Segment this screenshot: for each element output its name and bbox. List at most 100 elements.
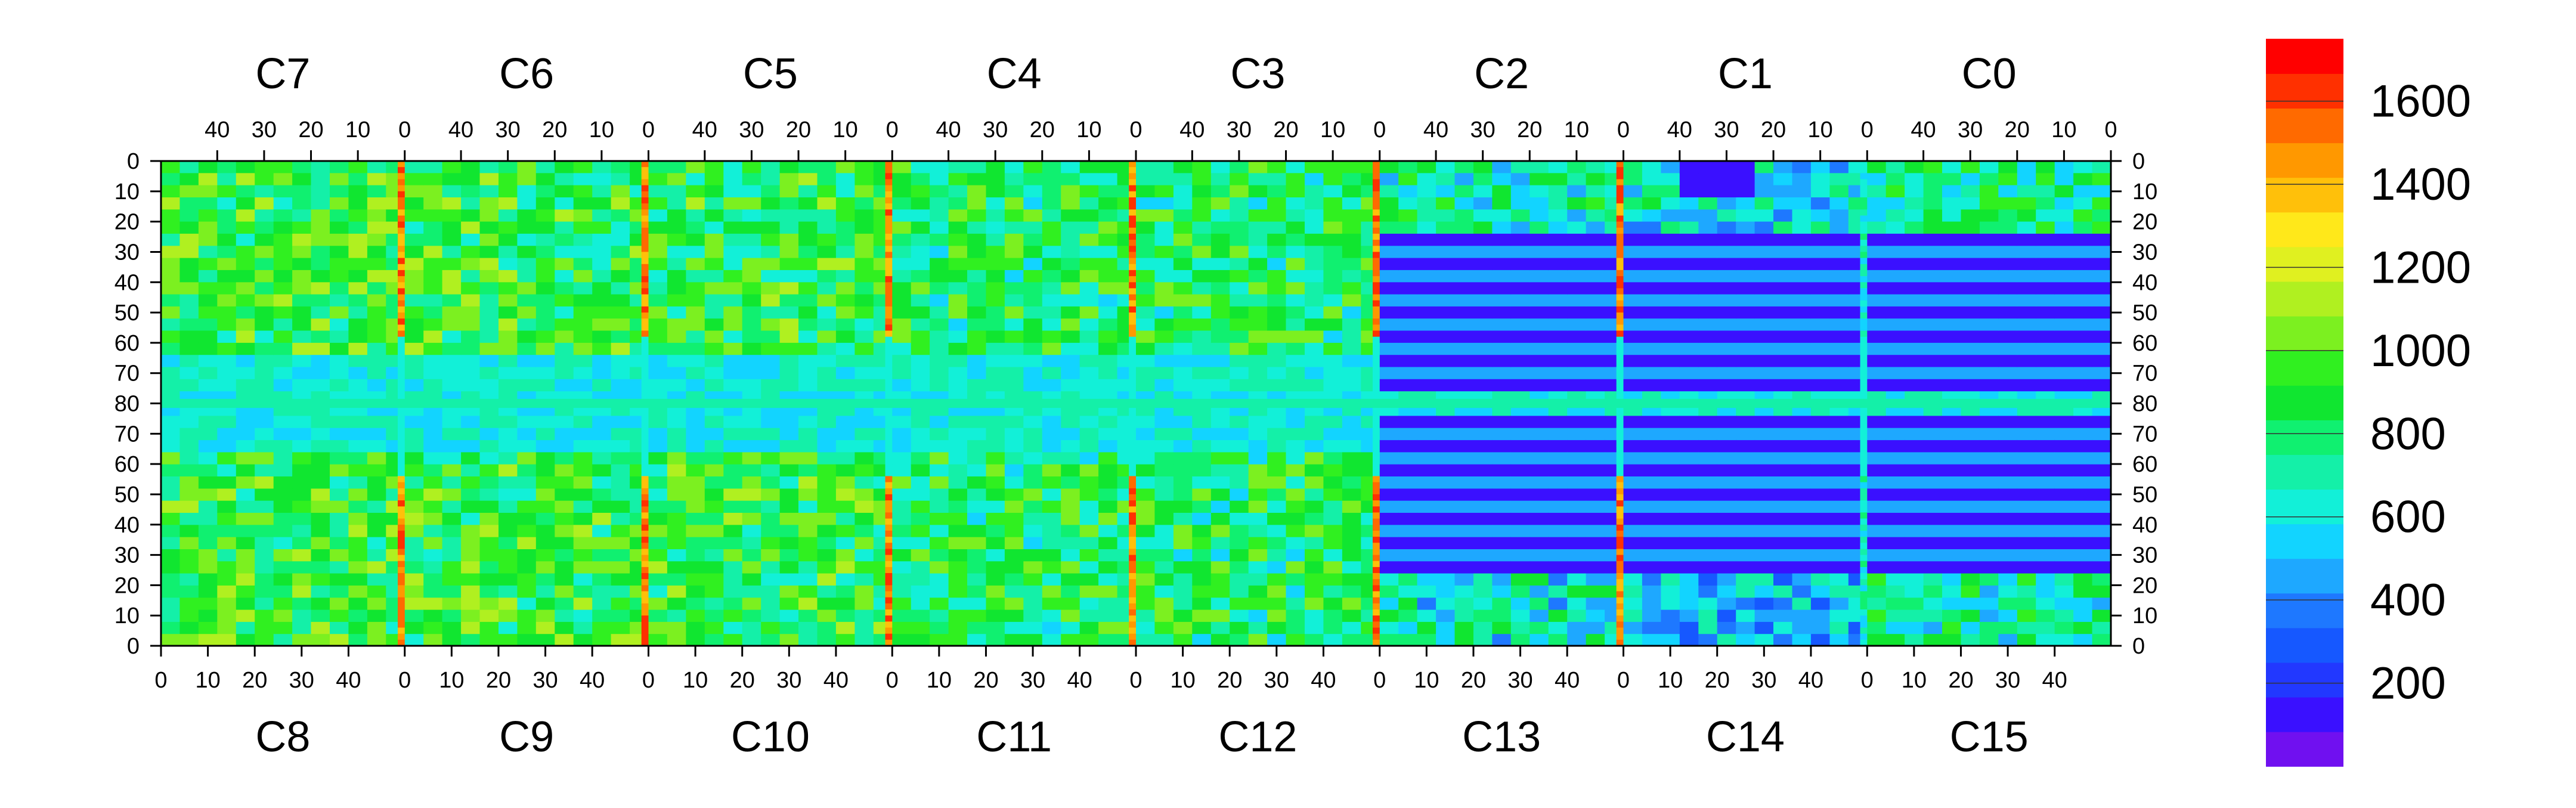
heatmap-cell bbox=[1023, 573, 1042, 586]
heatmap-cell bbox=[1342, 488, 1361, 501]
heatmap-cell bbox=[1230, 258, 1249, 271]
heatmap-cell bbox=[311, 355, 330, 367]
heatmap-cell bbox=[1661, 428, 1680, 440]
heatmap-cell bbox=[986, 634, 1005, 646]
heatmap-cell bbox=[1398, 234, 1417, 246]
heatmap-cell bbox=[1642, 598, 1661, 610]
heatmap-cell bbox=[761, 537, 780, 549]
heatmap-cell bbox=[911, 500, 930, 513]
heatmap-cell bbox=[217, 173, 236, 185]
heatmap-cell bbox=[686, 270, 705, 283]
heatmap-cell bbox=[1755, 416, 1774, 428]
heatmap-cell bbox=[2036, 197, 2055, 210]
heatmap-cell bbox=[1549, 561, 1568, 574]
heatmap-cell bbox=[1680, 258, 1699, 271]
heatmap-cell bbox=[592, 222, 611, 234]
heatmap-cell bbox=[1942, 343, 1961, 355]
right-tick-label: 80 bbox=[2132, 392, 2157, 417]
heatmap-cell bbox=[854, 525, 874, 537]
heatmap-cell bbox=[1773, 197, 1792, 210]
heatmap-cell bbox=[1905, 464, 1924, 476]
heatmap-cell bbox=[1436, 537, 1455, 549]
heatmap-cell bbox=[1286, 500, 1305, 513]
heatmap-cell bbox=[536, 209, 555, 222]
heatmap-cell bbox=[798, 209, 818, 222]
heatmap-cell bbox=[1980, 209, 1999, 222]
heatmap-cell bbox=[1042, 598, 1061, 610]
heatmap-cell bbox=[1174, 343, 1193, 355]
heatmap-cell bbox=[1230, 282, 1249, 295]
heatmap-cell bbox=[1624, 295, 1643, 307]
heatmap-cell bbox=[1323, 379, 1342, 392]
heatmap-cell bbox=[217, 440, 236, 453]
heatmap-cell bbox=[2036, 270, 2055, 283]
heatmap-cell bbox=[499, 440, 518, 453]
heatmap-cell bbox=[1717, 222, 1736, 234]
heatmap-cell bbox=[1829, 295, 1849, 307]
heatmap-cell bbox=[780, 270, 799, 283]
heatmap-cell bbox=[1061, 500, 1080, 513]
heatmap-cell bbox=[1961, 318, 1980, 331]
heatmap-cell bbox=[1473, 500, 1493, 513]
heatmap-cell bbox=[1773, 295, 1792, 307]
heatmap-cell bbox=[367, 512, 386, 525]
heatmap-cell bbox=[2036, 318, 2055, 331]
heatmap-cell bbox=[367, 258, 386, 271]
heatmap-cell bbox=[536, 416, 555, 428]
heatmap-cell bbox=[517, 609, 536, 622]
heatmap-cell bbox=[1417, 634, 1436, 646]
heatmap-cell bbox=[217, 464, 236, 476]
heatmap-cell bbox=[1023, 209, 1042, 222]
heatmap-cell bbox=[2073, 525, 2092, 537]
heatmap-cell bbox=[1230, 173, 1249, 185]
heatmap-cell bbox=[1080, 634, 1099, 646]
heatmap-cell bbox=[649, 355, 668, 367]
heatmap-cell bbox=[1080, 318, 1099, 331]
heatmap-cell bbox=[1773, 573, 1792, 586]
heatmap-cell bbox=[1286, 173, 1305, 185]
heatmap-cell bbox=[1549, 573, 1568, 586]
heatmap-cell bbox=[1267, 307, 1286, 319]
heatmap-cell bbox=[1492, 476, 1511, 489]
heatmap-cell bbox=[1717, 379, 1736, 392]
heatmap-cell bbox=[1154, 270, 1174, 283]
heatmap-cell bbox=[2092, 440, 2111, 453]
heatmap-cell bbox=[686, 621, 705, 634]
heatmap-cell bbox=[1005, 209, 1024, 222]
heatmap-cell bbox=[2073, 598, 2092, 610]
heatmap-cell bbox=[1192, 307, 1211, 319]
heatmap-cell bbox=[255, 416, 274, 428]
heatmap-cell bbox=[1980, 282, 1999, 295]
heatmap-cell bbox=[1942, 476, 1961, 489]
heatmap-cell bbox=[179, 222, 199, 234]
heatmap-cell bbox=[1080, 197, 1099, 210]
heatmap-cell bbox=[423, 573, 442, 586]
heatmap-cell bbox=[742, 573, 761, 586]
heatmap-cell bbox=[1811, 355, 1830, 367]
heatmap-cell bbox=[1342, 222, 1361, 234]
heatmap-cell bbox=[967, 549, 986, 561]
heatmap-cell bbox=[311, 476, 330, 489]
heatmap-cell bbox=[1005, 355, 1024, 367]
heatmap-cell bbox=[930, 318, 949, 331]
heatmap-cell bbox=[1174, 440, 1193, 453]
heatmap-cell bbox=[1642, 585, 1661, 598]
heatmap-cell bbox=[1249, 512, 1268, 525]
heatmap-cell bbox=[611, 452, 630, 465]
heatmap-cell bbox=[1455, 197, 1474, 210]
heatmap-cell bbox=[1511, 464, 1530, 476]
heatmap-cell bbox=[1924, 282, 1943, 295]
heatmap-cell bbox=[1492, 452, 1511, 465]
heatmap-cell bbox=[217, 428, 236, 440]
heatmap-cell bbox=[1924, 379, 1943, 392]
heatmap-cell bbox=[1417, 331, 1436, 343]
heatmap-cell bbox=[1661, 379, 1680, 392]
heatmap-cell bbox=[1642, 222, 1661, 234]
heatmap-cell bbox=[236, 634, 255, 646]
heatmap-cell bbox=[1005, 549, 1024, 561]
heatmap-cell bbox=[1998, 452, 2017, 465]
heatmap-cell bbox=[1773, 464, 1792, 476]
heatmap-cell bbox=[705, 307, 724, 319]
heatmap-cell bbox=[405, 331, 424, 343]
heatmap-cell bbox=[1530, 537, 1549, 549]
